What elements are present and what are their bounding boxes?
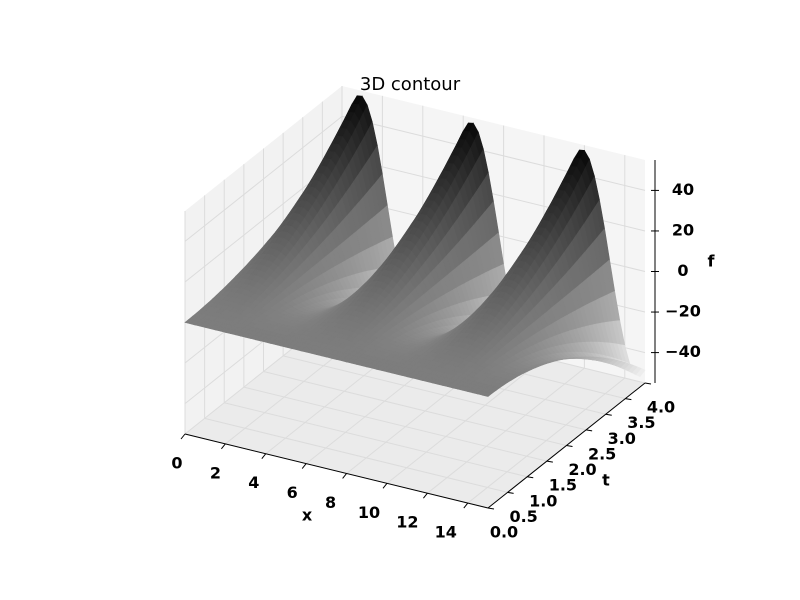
y-tick	[605, 413, 612, 416]
surface	[184, 95, 646, 397]
x-tick	[382, 483, 388, 489]
z-tick-label: 0	[677, 261, 688, 280]
grid-line	[243, 386, 547, 462]
x-tick-label: 12	[396, 513, 418, 532]
y-tick	[625, 398, 632, 401]
y-tick	[546, 460, 553, 463]
x-tick-label: 0	[171, 454, 182, 473]
y-tick-label: 3.0	[608, 429, 636, 448]
x-tick-label: 6	[287, 483, 298, 502]
x-tick-label: 4	[248, 473, 259, 492]
x-tick-label: 2	[210, 463, 221, 482]
x-tick	[301, 463, 307, 469]
x-tick	[180, 433, 186, 440]
grid-line	[184, 116, 343, 242]
y-tick-label: 4.0	[647, 398, 675, 417]
chart-title: 3D contour	[360, 74, 461, 95]
z-tick-label: −40	[665, 342, 701, 361]
y-tick-label: 1.0	[529, 491, 557, 510]
x-tick	[342, 473, 347, 479]
x-tick-label: 14	[435, 523, 457, 542]
y-tick	[507, 491, 514, 494]
x-tick	[261, 453, 267, 460]
grid-line	[283, 355, 587, 431]
x-tick-label: 8	[325, 493, 336, 512]
y-axis-label: t	[602, 471, 610, 490]
y-tick	[644, 382, 652, 385]
z-tick-label: −20	[665, 302, 701, 321]
y-tick-label: 2.5	[588, 444, 616, 463]
z-tick-label: 40	[672, 180, 694, 199]
y-tick-label: 1.5	[549, 476, 577, 495]
y-tick	[586, 429, 593, 432]
grid-line	[204, 417, 508, 493]
y-tick-label: 2.0	[568, 460, 596, 479]
y-tick	[487, 507, 495, 510]
grid-line	[224, 402, 528, 478]
x-tick	[463, 502, 469, 509]
y-tick-label: 0.5	[509, 507, 537, 526]
x-axis-label: x	[302, 506, 313, 525]
surface-patch	[482, 391, 493, 397]
y-tick	[566, 445, 573, 447]
z-axis-label: f	[708, 252, 716, 271]
y-tick-label: 0.0	[490, 523, 518, 542]
x-tick	[423, 492, 428, 499]
grid-line	[263, 371, 567, 446]
y-tick	[527, 476, 534, 479]
x-axis-line	[184, 433, 489, 509]
x-tick-label: 10	[358, 503, 380, 522]
y-tick-label: 3.5	[627, 413, 655, 432]
x-tick	[221, 443, 226, 450]
z-tick-label: 20	[672, 220, 694, 239]
